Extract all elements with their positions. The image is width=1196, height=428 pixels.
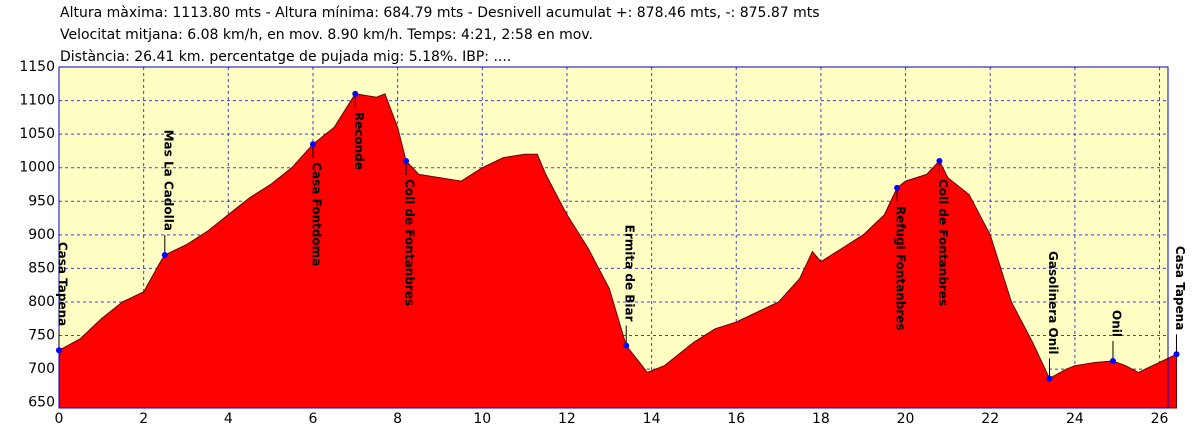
y-tick-label: 700 <box>28 361 55 377</box>
x-tick-label: 18 <box>812 411 830 427</box>
y-tick-label: 800 <box>28 294 55 310</box>
waypoint-label: Casa Tapena <box>1173 246 1187 330</box>
plot-border <box>58 66 1169 409</box>
y-tick-label: 950 <box>28 193 55 209</box>
waypoint-marker <box>1046 375 1053 382</box>
x-tick-label: 0 <box>55 411 64 427</box>
waypoint-marker <box>309 141 316 148</box>
y-tick-label: 650 <box>28 395 55 411</box>
header-line: Altura màxima: 1113.80 mts - Altura míni… <box>60 5 820 21</box>
y-tick-label: 1000 <box>19 160 55 176</box>
header-line: Distància: 26.41 km. percentatge de puja… <box>60 49 511 65</box>
waypoint-label: Mas La Cadolla <box>161 130 175 231</box>
waypoint-label: Gasolinera Onil <box>1046 251 1060 354</box>
x-tick-label: 6 <box>309 411 318 427</box>
x-tick-label: 16 <box>727 411 745 427</box>
x-tick-label: 26 <box>1151 411 1169 427</box>
waypoint-marker <box>1173 351 1180 358</box>
x-tick-label: 10 <box>473 411 491 427</box>
waypoint-label: Reconde <box>352 112 366 170</box>
waypoint-marker <box>1109 358 1116 365</box>
waypoint-marker <box>352 90 359 97</box>
waypoint-marker <box>936 157 943 164</box>
x-tick-label: 24 <box>1066 411 1084 427</box>
x-tick-label: 12 <box>558 411 576 427</box>
waypoint-marker <box>623 342 630 349</box>
waypoint-marker <box>56 347 62 354</box>
waypoint-marker <box>161 251 168 258</box>
x-tick-label: 20 <box>897 411 915 427</box>
x-tick-label: 4 <box>224 411 233 427</box>
y-tick-label: 750 <box>28 328 55 344</box>
header-line: Velocitat mitjana: 6.08 km/h, en mov. 8.… <box>60 27 593 43</box>
x-tick-label: 22 <box>981 411 999 427</box>
waypoint-marker <box>403 157 410 164</box>
y-tick-label: 1150 <box>19 59 55 75</box>
y-tick-label: 900 <box>28 227 55 243</box>
waypoint-label: Coll de Fontanbres <box>936 179 950 306</box>
elevation-area <box>58 93 1177 409</box>
waypoint-marker <box>894 184 901 191</box>
y-tick-label: 850 <box>28 260 55 276</box>
x-tick-label: 8 <box>393 411 402 427</box>
waypoint-label: Refugi Fontanbres <box>894 206 908 331</box>
waypoint-label: Ermita de Biar <box>623 225 637 322</box>
x-tick-label: 2 <box>139 411 148 427</box>
waypoint-label: Casa Tapena <box>56 242 70 326</box>
y-tick-label: 1050 <box>19 126 55 142</box>
waypoint-label: Casa Fontdoma <box>309 162 323 266</box>
waypoint-label: Onil <box>1109 310 1123 337</box>
x-tick-label: 14 <box>643 411 661 427</box>
y-tick-label: 1100 <box>19 93 55 109</box>
waypoint-label: Coll de Fontanbres <box>403 179 417 306</box>
